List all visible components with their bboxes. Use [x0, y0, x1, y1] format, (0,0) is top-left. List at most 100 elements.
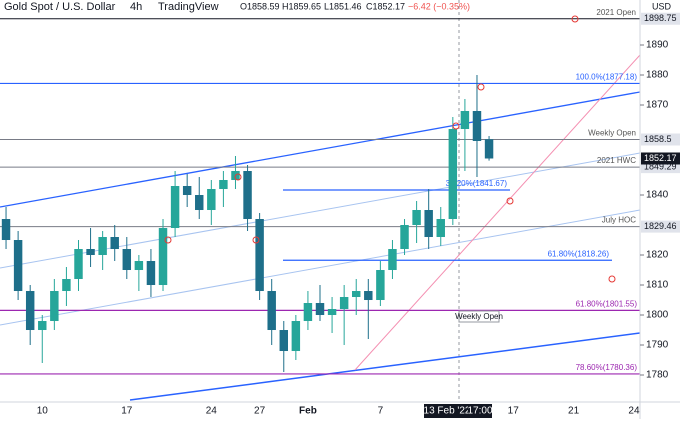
candle-body [243, 171, 252, 220]
y-tick-label: 1800 [646, 310, 669, 321]
trend-line [354, 54, 641, 371]
y-tick-label: 1810 [646, 280, 669, 291]
candle-body [388, 249, 397, 271]
level-name: July HOC [602, 216, 636, 225]
candle-body [448, 129, 458, 220]
price-box [641, 220, 680, 233]
price-label: 1829.46 [644, 221, 677, 231]
marker [477, 83, 485, 91]
level-name: Weekly Open [588, 129, 636, 138]
y-tick-label: 1820 [646, 250, 669, 261]
annotation: Weekly Open [455, 312, 503, 321]
candle-body [170, 186, 180, 229]
x-tick-label: 17 [121, 406, 133, 417]
price-label: 1898.75 [644, 13, 677, 23]
candle-body [219, 180, 228, 190]
candle-body [146, 261, 156, 286]
candle-body [352, 291, 361, 298]
marks: 100.0%(1877.18) 38.20%(1841.67) 61.80%(181… [0, 8, 640, 375]
trend-line [0, 91, 641, 208]
candle-body [1, 219, 11, 241]
candle-body [315, 303, 325, 316]
marker [608, 275, 616, 283]
trend-line [129, 332, 641, 401]
candle-body [62, 279, 71, 292]
fib-label: 61.80%(1801.55) [576, 299, 638, 308]
candle-body [412, 210, 421, 226]
fib-label: 61.80%(1818.26) [548, 249, 610, 258]
price-label: 1852.17 [644, 153, 677, 163]
candle-body [339, 297, 349, 310]
level-name: 2021 Open [596, 8, 636, 17]
header-bg [0, 0, 330, 14]
crosshair-box [424, 404, 470, 418]
annotation-box [458, 310, 500, 323]
candle-body [110, 237, 119, 250]
marker [164, 236, 172, 244]
candle-body [74, 249, 83, 280]
candle-body [303, 303, 313, 322]
y-tick-label: 1890 [646, 40, 669, 51]
x-tick-label: 24 [206, 406, 218, 417]
source: TradingView [158, 1, 219, 13]
price-label: 1849.29 [644, 162, 677, 172]
candle-body [472, 111, 482, 142]
change: −6.42 (−0.35%) [408, 1, 470, 11]
price-box [641, 152, 680, 165]
candle-body [267, 291, 276, 331]
markers [164, 15, 616, 283]
symbol: Gold Spot / U.S. Dollar [4, 1, 116, 13]
marker [571, 15, 579, 23]
x-tick-label: Feb [299, 406, 317, 417]
candle-body [13, 240, 23, 292]
candle-body [484, 139, 494, 159]
price-box [641, 133, 680, 146]
candle-body [38, 321, 47, 331]
x-tick-label: 10 [37, 406, 49, 417]
candle-body [182, 186, 192, 196]
marker [506, 197, 514, 205]
candle-body [98, 237, 107, 256]
candle-body [255, 219, 264, 292]
x-tick-label: 24 [628, 406, 640, 417]
y-tick-label: 1880 [646, 70, 669, 81]
y-tick-label: 1780 [646, 370, 669, 381]
price-box [641, 12, 680, 25]
candle-body [364, 291, 373, 301]
y-tick-label: 1870 [646, 100, 669, 111]
fib-label: 38.20%(1841.67) [446, 179, 508, 188]
fib-label: 78.60%(1780.36) [576, 363, 638, 372]
candle-body [460, 111, 470, 130]
crosshair-box [468, 404, 492, 418]
candle-body [207, 189, 216, 211]
y-tick-label: 1790 [646, 340, 669, 351]
price-label: 1858.5 [644, 134, 672, 144]
candle-body [376, 270, 385, 301]
candle-body [424, 210, 433, 238]
y-tick-label: 1840 [646, 190, 669, 201]
candle-body [195, 195, 204, 211]
candle-body [436, 219, 445, 238]
x-tick-label: 17 [508, 406, 520, 417]
level-name: 2021 HWC [597, 156, 636, 165]
axes: 1780 1790 1800 1810 1820 1840 1870 1880 1890 1898… [37, 12, 680, 417]
marker [234, 173, 242, 181]
crosshair-date: 13 Feb '22 [424, 406, 471, 417]
trend-line [0, 209, 641, 326]
interval: 4h [130, 1, 142, 13]
x-tick-label: 21 [568, 406, 580, 417]
candle-body [50, 291, 59, 322]
x-tick-label: 7 [378, 406, 384, 417]
x-tick-label: 27 [254, 406, 266, 417]
currency: USD [652, 1, 672, 11]
fib-label: 100.0%(1877.18) [576, 73, 638, 82]
candle-body [134, 261, 144, 271]
candle-body [86, 249, 95, 256]
crosshair-time: 17:00 [467, 406, 492, 417]
ohlc-open: O1858.59 [240, 1, 280, 11]
candle-body [327, 309, 337, 316]
candle-body [25, 291, 35, 331]
candle-body [279, 330, 288, 352]
candle-body [400, 225, 409, 250]
